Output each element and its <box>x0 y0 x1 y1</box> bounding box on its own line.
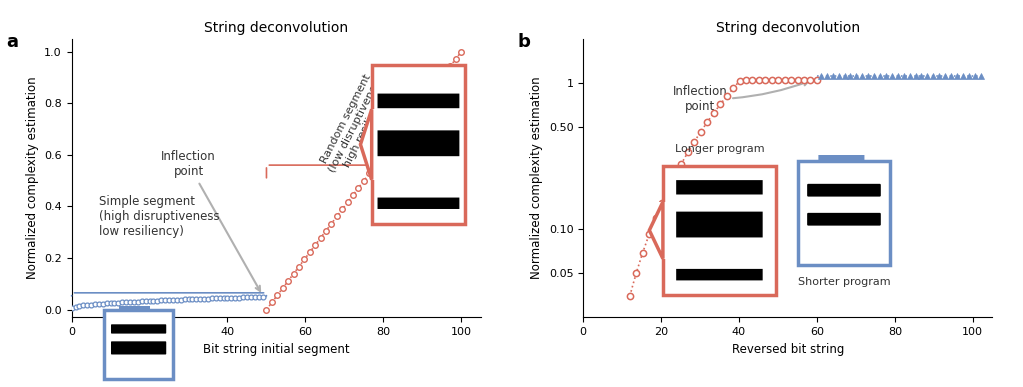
FancyBboxPatch shape <box>104 310 173 379</box>
Polygon shape <box>657 202 683 259</box>
Polygon shape <box>650 202 663 259</box>
FancyBboxPatch shape <box>807 184 881 197</box>
Text: Inflection
point: Inflection point <box>673 81 808 113</box>
FancyBboxPatch shape <box>377 94 459 108</box>
Text: Longer program: Longer program <box>674 144 764 154</box>
Polygon shape <box>818 140 864 161</box>
FancyBboxPatch shape <box>798 161 890 265</box>
FancyBboxPatch shape <box>371 65 465 224</box>
Text: Inflection
point: Inflection point <box>162 151 260 291</box>
FancyBboxPatch shape <box>377 197 459 209</box>
Title: String deconvolution: String deconvolution <box>205 21 348 35</box>
Polygon shape <box>120 298 150 310</box>
Title: String deconvolution: String deconvolution <box>716 21 859 35</box>
FancyBboxPatch shape <box>676 180 763 195</box>
FancyBboxPatch shape <box>112 341 166 354</box>
Y-axis label: Normalized complexity estimation: Normalized complexity estimation <box>26 77 39 279</box>
Polygon shape <box>369 109 377 180</box>
Polygon shape <box>360 109 371 180</box>
Text: Random segment
(low disruptiveness
high resiliency): Random segment (low disruptiveness high … <box>317 68 396 180</box>
X-axis label: Reversed bit string: Reversed bit string <box>731 342 844 356</box>
FancyBboxPatch shape <box>663 166 776 295</box>
FancyBboxPatch shape <box>807 213 881 226</box>
Text: b: b <box>518 33 531 51</box>
Y-axis label: Normalized complexity estimation: Normalized complexity estimation <box>530 77 543 279</box>
FancyBboxPatch shape <box>676 212 763 238</box>
FancyBboxPatch shape <box>676 269 763 281</box>
Text: Shorter program: Shorter program <box>798 277 890 287</box>
FancyBboxPatch shape <box>112 324 166 334</box>
X-axis label: Bit string initial segment: Bit string initial segment <box>203 342 350 356</box>
Text: a: a <box>6 33 18 51</box>
Text: Simple segment
(high disruptiveness
low resiliency): Simple segment (high disruptiveness low … <box>99 195 220 238</box>
FancyBboxPatch shape <box>377 130 459 156</box>
